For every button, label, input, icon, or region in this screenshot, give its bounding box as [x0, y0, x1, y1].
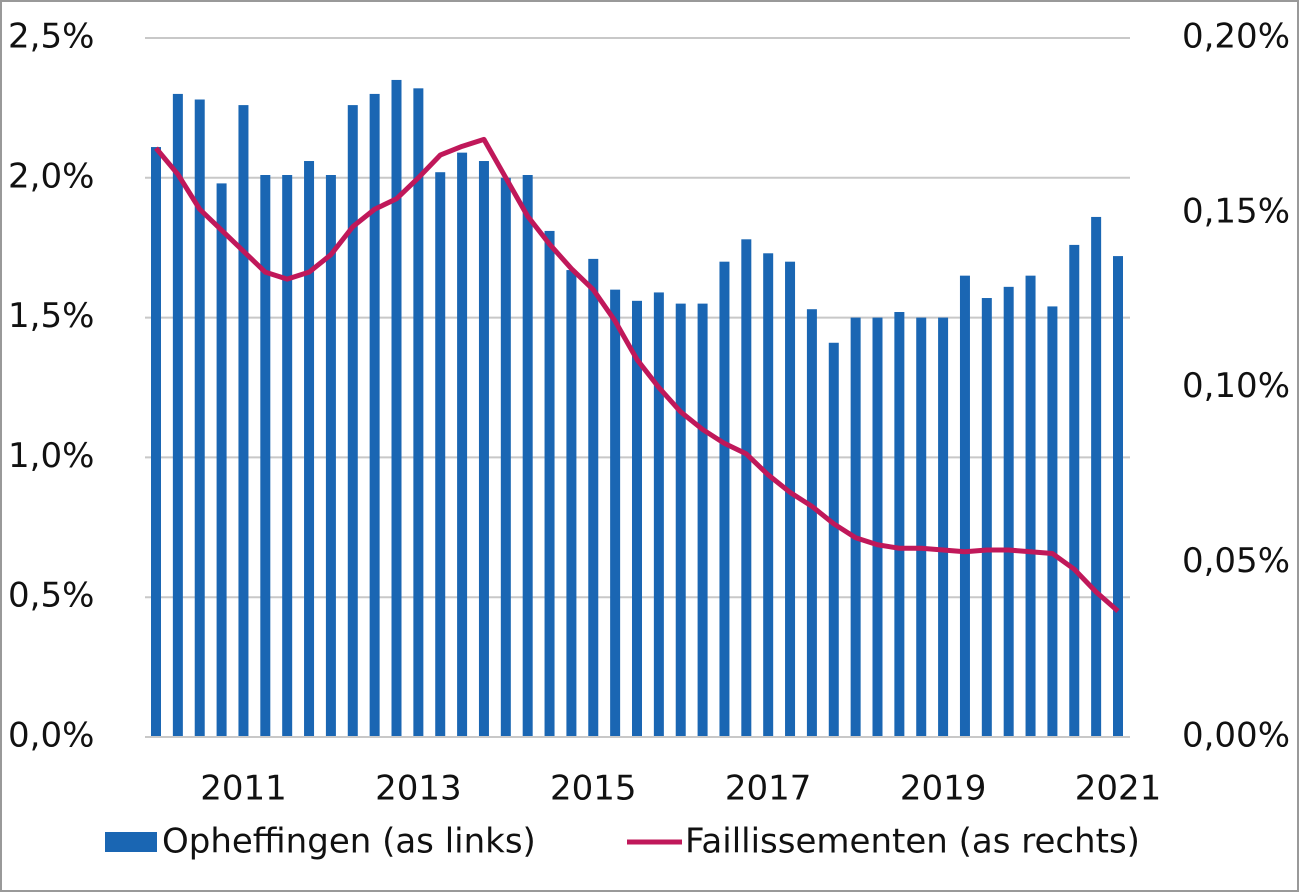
y2-tick-label: 0,05% [1182, 541, 1290, 581]
bar [675, 303, 686, 737]
bar [828, 342, 839, 737]
bar [391, 79, 402, 737]
bar [1113, 256, 1123, 737]
bar [1091, 216, 1102, 738]
bar [1003, 286, 1014, 737]
bar [610, 289, 621, 737]
bar [981, 298, 992, 737]
bar [697, 303, 708, 737]
bar [544, 230, 555, 737]
x-tick-label: 2019 [900, 769, 987, 809]
bar [478, 161, 489, 738]
bar [500, 177, 511, 738]
y-tick-label: 0,0% [8, 716, 94, 756]
bar [588, 258, 599, 737]
bar [850, 317, 861, 737]
bar [1047, 306, 1058, 737]
line [154, 136, 1120, 614]
bar [785, 261, 796, 737]
y2-tick-label: 0,00% [1182, 716, 1290, 756]
bar [894, 312, 905, 737]
bar [719, 261, 730, 737]
y2-tick-label: 0,10% [1182, 366, 1290, 406]
bar [435, 172, 446, 737]
bar [282, 175, 293, 737]
x-tick-label: 2011 [200, 769, 287, 809]
y-tick-label: 2,0% [8, 156, 94, 196]
y-tick-label: 0,5% [8, 576, 94, 616]
bar [632, 300, 642, 737]
bar [806, 309, 817, 737]
x-tick-label: 2013 [375, 769, 462, 809]
bar [763, 253, 774, 738]
legend-label: Opheffingen (as links) [162, 822, 536, 862]
y-tick-label: 1,0% [8, 436, 94, 476]
y2-tick-label: 0,15% [1182, 191, 1290, 231]
legend-label: Faillissementen (as rechts) [685, 822, 1140, 862]
y-tick-label: 1,5% [8, 296, 94, 336]
bar [325, 175, 336, 737]
bar [566, 270, 577, 737]
bar [457, 152, 468, 738]
bar [238, 105, 249, 737]
x-tick-label: 2017 [725, 769, 812, 809]
bar [260, 175, 271, 737]
bar [216, 183, 227, 738]
bar [172, 93, 183, 738]
y2-tick-label: 0,20% [1182, 17, 1290, 57]
bar [369, 93, 380, 738]
bar [347, 105, 358, 737]
bar [304, 161, 315, 738]
bar [653, 292, 664, 737]
bar [522, 175, 533, 737]
bar [151, 147, 161, 737]
bar [916, 317, 927, 737]
bar [938, 317, 949, 737]
bar [959, 275, 970, 737]
bar [872, 317, 883, 737]
bar [1025, 275, 1036, 737]
x-tick-label: 2015 [550, 769, 637, 809]
bar [1069, 244, 1080, 738]
y-tick-label: 2,5% [8, 17, 94, 57]
bar [194, 99, 205, 737]
x-tick-label: 2021 [1075, 769, 1162, 809]
bar [741, 239, 752, 737]
legend-swatch [105, 832, 157, 852]
bar [413, 88, 424, 737]
